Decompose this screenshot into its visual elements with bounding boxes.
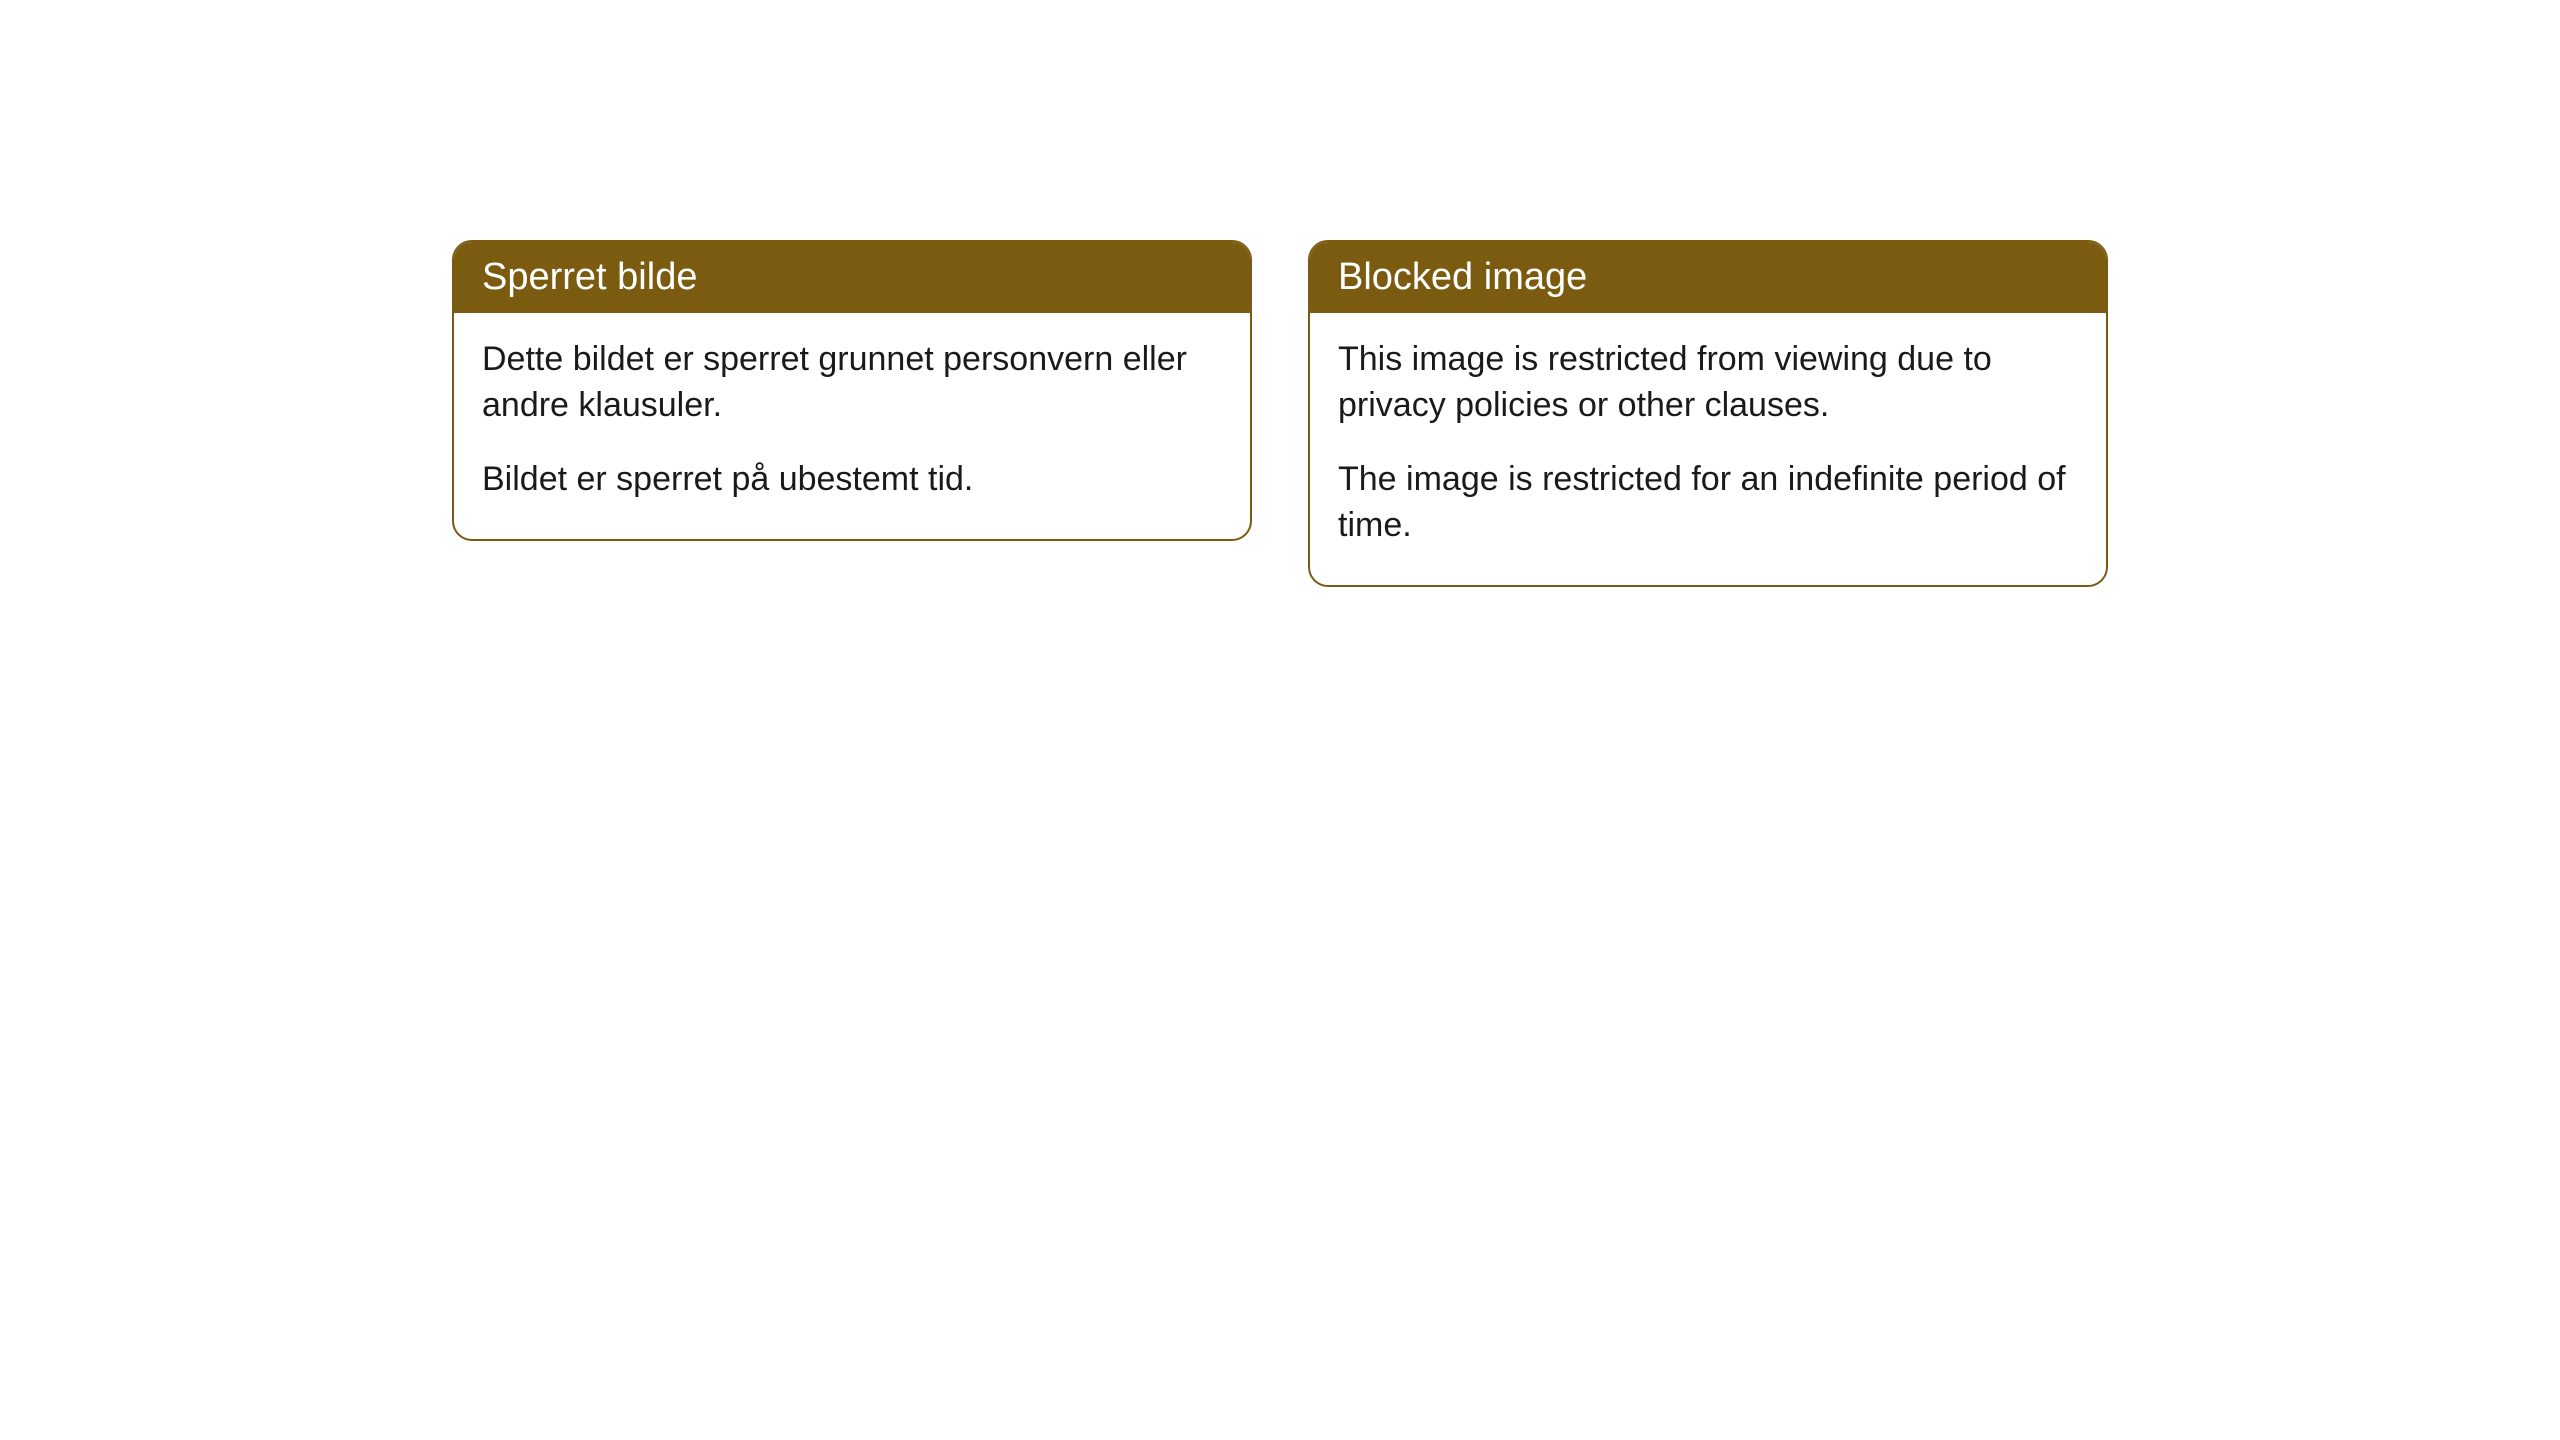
card-paragraph-1-norwegian: Dette bildet er sperret grunnet personve… xyxy=(482,337,1222,429)
card-body-english: This image is restricted from viewing du… xyxy=(1310,313,2106,585)
card-header-norwegian: Sperret bilde xyxy=(454,242,1250,313)
cards-container: Sperret bilde Dette bildet er sperret gr… xyxy=(452,240,2108,1440)
card-paragraph-1-english: This image is restricted from viewing du… xyxy=(1338,337,2078,429)
card-paragraph-2-english: The image is restricted for an indefinit… xyxy=(1338,457,2078,549)
blocked-image-card-english: Blocked image This image is restricted f… xyxy=(1308,240,2108,587)
blocked-image-card-norwegian: Sperret bilde Dette bildet er sperret gr… xyxy=(452,240,1252,541)
card-title-english: Blocked image xyxy=(1338,256,1587,298)
card-title-norwegian: Sperret bilde xyxy=(482,256,697,298)
card-header-english: Blocked image xyxy=(1310,242,2106,313)
card-paragraph-2-norwegian: Bildet er sperret på ubestemt tid. xyxy=(482,457,1222,503)
card-body-norwegian: Dette bildet er sperret grunnet personve… xyxy=(454,313,1250,539)
